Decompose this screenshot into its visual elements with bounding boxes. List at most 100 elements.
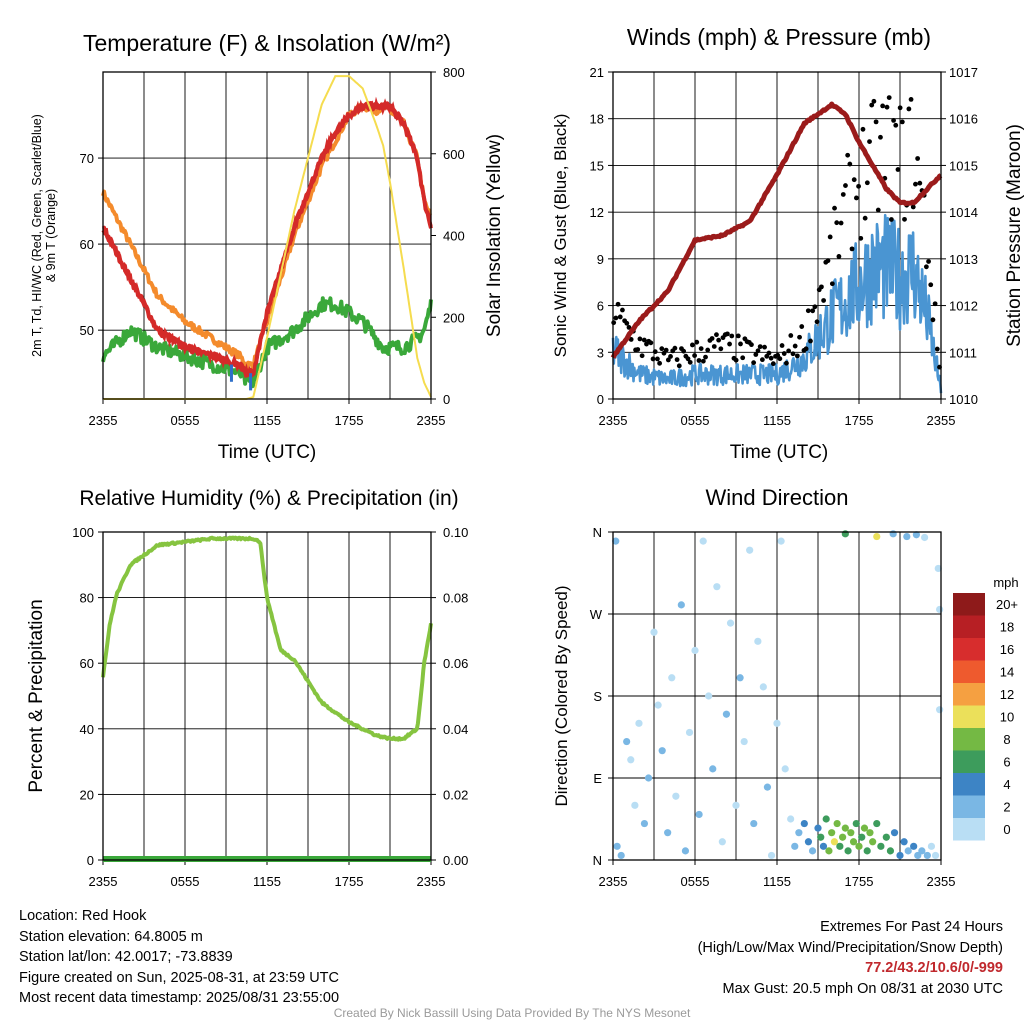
gust-point [827, 234, 833, 240]
gust-point [690, 342, 695, 348]
wind-direction-point [828, 829, 836, 837]
gust-point [886, 95, 892, 100]
gust-point [792, 343, 798, 349]
wind-direction-point [627, 756, 635, 764]
wind-direction-point [705, 692, 713, 700]
gust-point [641, 337, 647, 343]
gust-point [854, 195, 859, 201]
temp-panel-xlabel: Time (UTC) [218, 442, 317, 463]
rh-ytick-label: 0 [87, 853, 94, 868]
wind-direction-point [830, 838, 839, 846]
gust-point [668, 354, 673, 359]
gust-point [825, 258, 831, 264]
gust-point [615, 301, 621, 307]
wind-direction-point [839, 833, 847, 841]
dir-panel-ylabel: Direction (Colored By Speed) [552, 585, 571, 806]
gust-point [663, 347, 669, 353]
pressure-ytick-label: 1012 [949, 299, 978, 314]
colorbar-label: 2 [1003, 800, 1010, 815]
wind-direction-point [644, 774, 653, 782]
precip-ytick-label: 0.00 [443, 853, 468, 868]
colorbar-label: 18 [1000, 620, 1014, 635]
gust-point [847, 161, 853, 167]
wind-direction-point [763, 783, 772, 791]
gust-point [714, 332, 719, 338]
gust-point [851, 177, 857, 183]
wind-direction-point [650, 628, 658, 636]
insolation-ytick-label: 800 [443, 65, 465, 80]
wind-ytick-label: 15 [590, 158, 604, 173]
pressure-ytick-label: 1013 [949, 252, 978, 267]
station-info: Location: Red Hook Station elevation: 64… [19, 906, 339, 1009]
gust-point [803, 346, 809, 352]
dir-panel-title: Wind Direction [705, 485, 848, 510]
gust-point [819, 284, 824, 290]
wind-ytick-label: 6 [597, 299, 604, 314]
wind-direction-point [860, 824, 869, 832]
gust-point [757, 344, 763, 350]
wind-direction-point [726, 619, 735, 627]
gust-point [926, 259, 931, 264]
wind-ytick-label: 18 [590, 112, 604, 127]
dir-panel-xtick-label: 2355 [927, 874, 956, 889]
temp-panel-title: Temperature (F) & Insolation (W/m²) [83, 30, 451, 56]
dir-ytick-label: S [593, 689, 602, 704]
wind-direction-point [677, 601, 685, 609]
temp-panel-y2label: Solar Insolation (Yellow) [484, 134, 505, 337]
gust-point [781, 351, 787, 356]
wind-direction-point [750, 819, 758, 828]
gust-point [821, 298, 827, 303]
dir-panel-frame [612, 531, 942, 861]
max-gust: Max Gust: 20.5 mph On 08/31 at 2030 UTC [722, 980, 1003, 997]
gust-point [845, 152, 851, 158]
gust-point [915, 156, 921, 161]
gust-point [790, 351, 796, 357]
colorbar-label: 8 [1003, 732, 1010, 747]
gust-point [891, 118, 896, 123]
gust-point [620, 307, 625, 313]
gust-point [648, 340, 654, 346]
gust-point [799, 324, 805, 329]
gust-point [703, 354, 708, 360]
gust-point [711, 344, 717, 349]
gust-point [899, 119, 905, 125]
dir-ytick-label: N [593, 853, 602, 868]
colorbar-swatch [953, 683, 985, 706]
gust-point [611, 320, 617, 326]
wind-direction-point [795, 829, 803, 837]
colorbar-label: 0 [1003, 822, 1010, 837]
wind-direction-point [695, 810, 703, 819]
gust-point [923, 264, 929, 270]
gust-point [674, 357, 680, 363]
temp-2m-line-top [101, 96, 433, 380]
temp-ytick-label: 60 [80, 237, 94, 252]
wind-direction-point [767, 851, 776, 860]
gust-point [626, 325, 632, 330]
gust-point [617, 314, 623, 320]
wind-direction-point [631, 801, 639, 809]
wind-direction-point [658, 747, 666, 755]
wind-direction-point [804, 838, 813, 846]
station-latlon: Station lat/lon: 42.0017; -73.8839 [19, 949, 233, 965]
gust-point [639, 353, 645, 359]
gust-point [875, 207, 881, 213]
wind-panel-y2label: Station Pressure (Maroon) [1004, 124, 1024, 347]
wind-direction-point [791, 842, 799, 850]
wind-direction-point [849, 838, 858, 846]
wind-direction-point [781, 765, 789, 773]
wind-ytick-label: 3 [597, 345, 604, 360]
temp-panel-xtick-label: 1155 [253, 413, 281, 428]
gust-point [794, 353, 800, 359]
gust-point [834, 220, 840, 226]
insolation-ytick-label: 600 [443, 147, 465, 162]
gust-point [716, 337, 722, 343]
gust-point [759, 357, 765, 363]
gust-point [694, 339, 700, 345]
wind-direction-point [900, 838, 908, 846]
temp-panel-frame [102, 71, 432, 400]
gust-point [685, 356, 691, 362]
gust-point [814, 319, 820, 325]
wind-ytick-label: 12 [590, 205, 604, 220]
wind-direction-point [869, 838, 877, 846]
gust-point [740, 355, 746, 361]
